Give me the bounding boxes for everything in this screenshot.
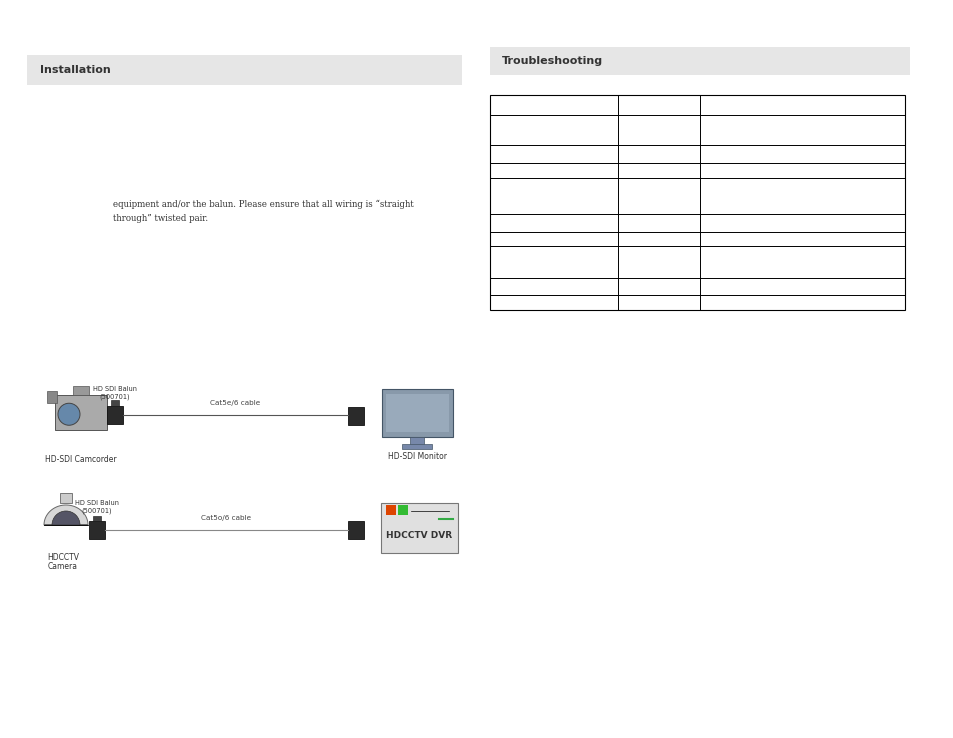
Wedge shape (52, 511, 80, 525)
Text: HD SDI Balun: HD SDI Balun (92, 386, 137, 392)
Text: Cat5e/6 cable: Cat5e/6 cable (210, 400, 260, 406)
Text: Camera: Camera (48, 562, 78, 571)
Text: Troubleshooting: Troubleshooting (501, 56, 602, 66)
Bar (410, 437, 423, 445)
Bar (89, 521, 105, 539)
Bar (348, 521, 364, 539)
Bar (60, 493, 71, 503)
Text: equipment and/or the balun. Please ensure that all wiring is “straight
through” : equipment and/or the balun. Please ensur… (112, 200, 414, 223)
Bar (111, 400, 119, 406)
Bar (348, 407, 364, 425)
Bar (490, 95, 904, 310)
Bar (107, 406, 123, 424)
Polygon shape (44, 505, 88, 525)
Bar (386, 394, 449, 432)
Text: HDCCTV: HDCCTV (47, 553, 79, 562)
Bar (490, 47, 909, 75)
Bar (401, 444, 432, 449)
Bar (55, 395, 107, 430)
Text: HDCCTV DVR: HDCCTV DVR (386, 531, 452, 539)
Text: HD-SDI Monitor: HD-SDI Monitor (388, 452, 447, 461)
Text: Cat5o/6 cable: Cat5o/6 cable (201, 515, 251, 521)
Text: (500701): (500701) (99, 393, 131, 400)
Bar (381, 389, 453, 437)
Bar (386, 505, 395, 515)
Text: (500701): (500701) (82, 508, 112, 514)
Bar (47, 391, 57, 403)
Bar (92, 516, 101, 521)
Bar (27, 55, 461, 85)
Text: HD SDI Balun: HD SDI Balun (75, 500, 119, 506)
Text: HD-SDI Camcorder: HD-SDI Camcorder (45, 455, 116, 464)
Bar (397, 505, 408, 515)
Bar (380, 503, 457, 553)
Bar (73, 386, 89, 395)
Text: Installation: Installation (40, 65, 111, 75)
Circle shape (58, 403, 80, 425)
